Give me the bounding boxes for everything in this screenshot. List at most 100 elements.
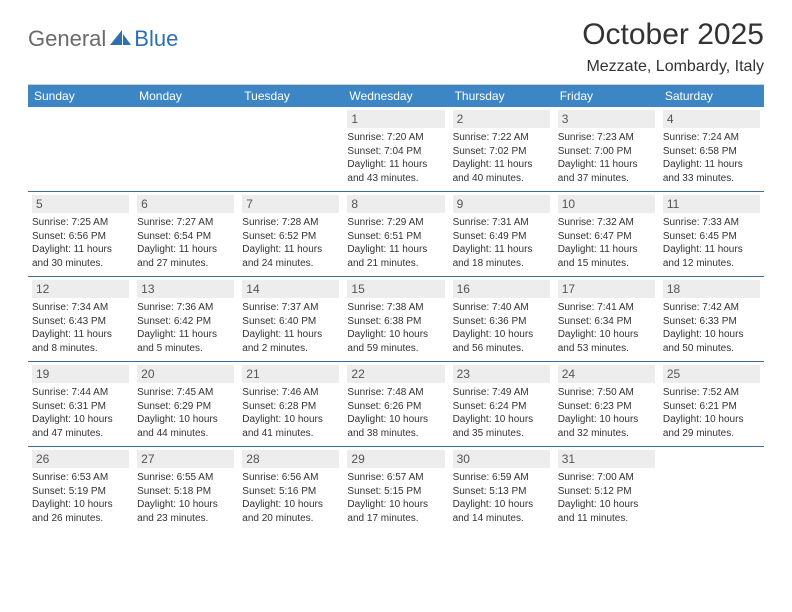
sunset-line: Sunset: 6:49 PM	[453, 230, 550, 244]
sunset-line: Sunset: 6:47 PM	[558, 230, 655, 244]
calendar-cell: 4 Sunrise: 7:24 AMSunset: 6:58 PMDaylight…	[659, 107, 764, 192]
daylight-line: Daylight: 11 hours and 33 minutes.	[663, 158, 760, 185]
day-number: 28	[242, 450, 339, 468]
calendar-cell: 28Sunrise: 6:56 AMSunset: 5:16 PMDayligh…	[238, 447, 343, 532]
calendar-week-row: 26Sunrise: 6:53 AMSunset: 5:19 PMDayligh…	[28, 447, 764, 532]
sunset-line: Sunset: 5:12 PM	[558, 485, 655, 499]
day-number: 13	[137, 280, 234, 298]
day-details: Sunrise: 7:27 AMSunset: 6:54 PMDaylight:…	[137, 216, 234, 270]
title-block: October 2025 Mezzate, Lombardy, Italy	[582, 18, 764, 76]
daylight-line: Daylight: 11 hours and 24 minutes.	[242, 243, 339, 270]
daylight-line: Daylight: 10 hours and 41 minutes.	[242, 413, 339, 440]
daylight-line: Daylight: 10 hours and 14 minutes.	[453, 498, 550, 525]
calendar-cell: 3 Sunrise: 7:23 AMSunset: 7:00 PMDaylight…	[554, 107, 659, 192]
sunrise-line: Sunrise: 6:56 AM	[242, 471, 339, 485]
daylight-line: Daylight: 10 hours and 56 minutes.	[453, 328, 550, 355]
calendar-header-row: Sunday Monday Tuesday Wednesday Thursday…	[28, 85, 764, 107]
day-details: Sunrise: 7:24 AMSunset: 6:58 PMDaylight:…	[663, 131, 760, 185]
calendar-cell: 15Sunrise: 7:38 AMSunset: 6:38 PMDayligh…	[343, 277, 448, 362]
sunset-line: Sunset: 5:15 PM	[347, 485, 444, 499]
daylight-line: Daylight: 11 hours and 40 minutes.	[453, 158, 550, 185]
day-details: Sunrise: 7:22 AMSunset: 7:02 PMDaylight:…	[453, 131, 550, 185]
sunrise-line: Sunrise: 7:27 AM	[137, 216, 234, 230]
day-details: Sunrise: 7:23 AMSunset: 7:00 PMDaylight:…	[558, 131, 655, 185]
day-number: 2	[453, 110, 550, 128]
calendar-cell: 9Sunrise: 7:31 AMSunset: 6:49 PMDaylight…	[449, 192, 554, 277]
calendar-cell: 31 Sunrise: 7:00 AMSunset: 5:12 PMDayligh…	[554, 447, 659, 532]
sunrise-line: Sunrise: 7:50 AM	[558, 386, 655, 400]
sunrise-line: Sunrise: 7:32 AM	[558, 216, 655, 230]
day-details: Sunrise: 7:25 AMSunset: 6:56 PMDaylight:…	[32, 216, 129, 270]
calendar-cell: 23Sunrise: 7:49 AMSunset: 6:24 PMDayligh…	[449, 362, 554, 447]
day-number: 21	[242, 365, 339, 383]
calendar-table: Sunday Monday Tuesday Wednesday Thursday…	[28, 85, 764, 531]
sunset-line: Sunset: 6:38 PM	[347, 315, 444, 329]
calendar-cell	[133, 107, 238, 192]
day-number: 10	[558, 195, 655, 213]
sunset-line: Sunset: 6:29 PM	[137, 400, 234, 414]
sunset-line: Sunset: 5:19 PM	[32, 485, 129, 499]
daylight-line: Daylight: 11 hours and 37 minutes.	[558, 158, 655, 185]
sunrise-line: Sunrise: 7:44 AM	[32, 386, 129, 400]
day-details: Sunrise: 7:48 AMSunset: 6:26 PMDaylight:…	[347, 386, 444, 440]
daylight-line: Daylight: 11 hours and 15 minutes.	[558, 243, 655, 270]
day-details: Sunrise: 7:42 AMSunset: 6:33 PMDaylight:…	[663, 301, 760, 355]
daylight-line: Daylight: 11 hours and 27 minutes.	[137, 243, 234, 270]
day-number: 4	[663, 110, 760, 128]
sunrise-line: Sunrise: 7:22 AM	[453, 131, 550, 145]
daylight-line: Daylight: 10 hours and 23 minutes.	[137, 498, 234, 525]
day-details: Sunrise: 7:32 AMSunset: 6:47 PMDaylight:…	[558, 216, 655, 270]
calendar-cell: 22Sunrise: 7:48 AMSunset: 6:26 PMDayligh…	[343, 362, 448, 447]
sunset-line: Sunset: 6:45 PM	[663, 230, 760, 244]
sunrise-line: Sunrise: 7:20 AM	[347, 131, 444, 145]
sunset-line: Sunset: 6:36 PM	[453, 315, 550, 329]
calendar-cell: 24Sunrise: 7:50 AMSunset: 6:23 PMDayligh…	[554, 362, 659, 447]
header: General Blue October 2025 Mezzate, Lomba…	[28, 18, 764, 76]
day-details: Sunrise: 6:53 AMSunset: 5:19 PMDaylight:…	[32, 471, 129, 525]
logo-text-general: General	[28, 26, 106, 52]
sunset-line: Sunset: 6:33 PM	[663, 315, 760, 329]
calendar-cell: 14Sunrise: 7:37 AMSunset: 6:40 PMDayligh…	[238, 277, 343, 362]
sunrise-line: Sunrise: 7:46 AM	[242, 386, 339, 400]
day-details: Sunrise: 7:00 AMSunset: 5:12 PMDaylight:…	[558, 471, 655, 525]
sunrise-line: Sunrise: 7:36 AM	[137, 301, 234, 315]
day-details: Sunrise: 7:45 AMSunset: 6:29 PMDaylight:…	[137, 386, 234, 440]
daylight-line: Daylight: 10 hours and 47 minutes.	[32, 413, 129, 440]
day-details: Sunrise: 7:20 AMSunset: 7:04 PMDaylight:…	[347, 131, 444, 185]
calendar-cell: 18 Sunrise: 7:42 AMSunset: 6:33 PMDayligh…	[659, 277, 764, 362]
sunrise-line: Sunrise: 7:45 AM	[137, 386, 234, 400]
day-number: 15	[347, 280, 444, 298]
daylight-line: Daylight: 10 hours and 29 minutes.	[663, 413, 760, 440]
daylight-line: Daylight: 11 hours and 18 minutes.	[453, 243, 550, 270]
calendar-cell: 16Sunrise: 7:40 AMSunset: 6:36 PMDayligh…	[449, 277, 554, 362]
sunrise-line: Sunrise: 7:34 AM	[32, 301, 129, 315]
calendar-cell: 5 Sunrise: 7:25 AMSunset: 6:56 PMDaylight…	[28, 192, 133, 277]
day-details: Sunrise: 7:37 AMSunset: 6:40 PMDaylight:…	[242, 301, 339, 355]
day-number: 5	[32, 195, 129, 213]
daylight-line: Daylight: 11 hours and 12 minutes.	[663, 243, 760, 270]
calendar-body: 1Sunrise: 7:20 AMSunset: 7:04 PMDaylight…	[28, 107, 764, 531]
calendar-cell: 27Sunrise: 6:55 AMSunset: 5:18 PMDayligh…	[133, 447, 238, 532]
day-number: 19	[32, 365, 129, 383]
day-number: 31	[558, 450, 655, 468]
sunrise-line: Sunrise: 7:31 AM	[453, 216, 550, 230]
day-number: 6	[137, 195, 234, 213]
sunset-line: Sunset: 6:52 PM	[242, 230, 339, 244]
sunset-line: Sunset: 6:51 PM	[347, 230, 444, 244]
sunrise-line: Sunrise: 7:25 AM	[32, 216, 129, 230]
daylight-line: Daylight: 10 hours and 35 minutes.	[453, 413, 550, 440]
day-number: 25	[663, 365, 760, 383]
daylight-line: Daylight: 11 hours and 5 minutes.	[137, 328, 234, 355]
calendar-cell: 30Sunrise: 6:59 AMSunset: 5:13 PMDayligh…	[449, 447, 554, 532]
sunrise-line: Sunrise: 7:42 AM	[663, 301, 760, 315]
day-header: Monday	[133, 85, 238, 107]
calendar-cell	[238, 107, 343, 192]
day-details: Sunrise: 7:46 AMSunset: 6:28 PMDaylight:…	[242, 386, 339, 440]
day-number: 18	[663, 280, 760, 298]
day-number: 3	[558, 110, 655, 128]
daylight-line: Daylight: 10 hours and 32 minutes.	[558, 413, 655, 440]
calendar-cell: 1Sunrise: 7:20 AMSunset: 7:04 PMDaylight…	[343, 107, 448, 192]
sunrise-line: Sunrise: 7:40 AM	[453, 301, 550, 315]
calendar-cell: 29Sunrise: 6:57 AMSunset: 5:15 PMDayligh…	[343, 447, 448, 532]
sunset-line: Sunset: 6:31 PM	[32, 400, 129, 414]
